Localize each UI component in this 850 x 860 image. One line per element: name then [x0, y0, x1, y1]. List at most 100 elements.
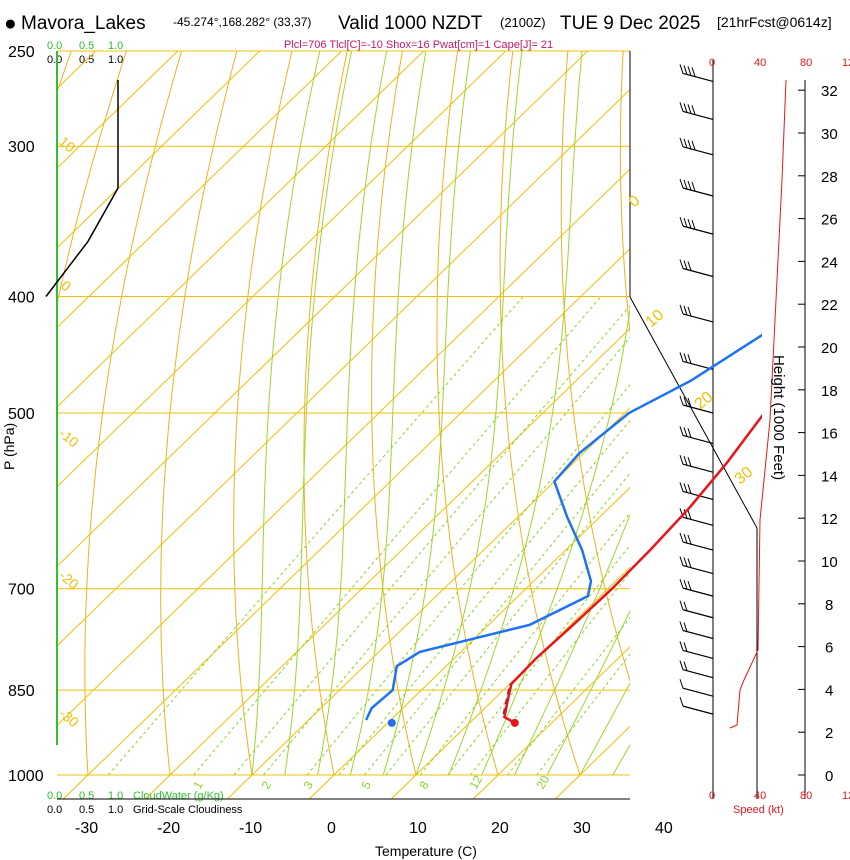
sounding-traces — [364, 333, 762, 727]
utc-time: (2100Z) — [500, 15, 546, 30]
wind-barb — [679, 621, 714, 640]
wind-barb-staff — [682, 187, 714, 197]
height-tick: 22 — [821, 297, 838, 314]
isotherms — [57, 51, 850, 799]
wind-barb — [679, 578, 714, 597]
adiabat-label: 10 — [56, 133, 78, 155]
wind-barb — [679, 532, 714, 551]
wind-barb-flag — [683, 622, 688, 632]
wind-barb — [679, 660, 714, 679]
speed-tick-bottom: 120 — [842, 790, 850, 802]
wind-barb-staff — [682, 434, 714, 445]
isotherm-line — [744, 51, 850, 775]
wind-barb — [679, 395, 714, 414]
height-tick: 32 — [821, 83, 838, 100]
mixing-ratio-label: 8 — [416, 778, 432, 791]
wind-barb-flag — [687, 66, 692, 76]
temperature-tick: 40 — [655, 820, 673, 837]
wind-barb-staff — [682, 669, 714, 679]
wind-barb-staff — [682, 629, 714, 640]
wind-barb-flag — [687, 354, 692, 364]
height-tick: 4 — [825, 682, 833, 699]
wind-barb-flag — [683, 642, 688, 652]
wind-barb-staff — [682, 404, 714, 414]
height-tick: 10 — [821, 554, 838, 571]
cw-tick-bottom-1: 0.5 — [79, 790, 94, 802]
dry-adiabats — [57, 51, 630, 776]
cw-tick-top-0: 0.0 — [47, 40, 62, 52]
isotherm-line — [497, 646, 630, 776]
wind-barb-flag — [687, 534, 692, 545]
wind-barb-flag — [683, 456, 688, 466]
wind-barb — [679, 178, 714, 197]
temperature-tick: 30 — [573, 820, 591, 837]
isotherm-line-ext — [144, 774, 171, 799]
wind-barb-flag — [679, 578, 684, 589]
moist-adiabat-line — [579, 682, 630, 776]
wind-barb — [679, 696, 714, 715]
mixing-ratio-label: 3 — [300, 778, 316, 791]
wind-barb-flag — [679, 679, 684, 689]
moist-adiabat-line — [546, 609, 630, 776]
valid-time: Valid 1000 NZDT — [338, 13, 483, 34]
wind-barb — [679, 304, 714, 323]
pressure-tick: 850 — [8, 683, 35, 700]
wind-barb-flag — [679, 178, 684, 189]
wind-barb-flag — [679, 426, 684, 436]
wind-barb-staff — [682, 313, 714, 323]
pressure-tick: 700 — [8, 582, 35, 599]
parcel-trace — [502, 683, 511, 715]
wind-speed-trace — [729, 79, 787, 729]
isotherm-line-ext — [637, 775, 662, 799]
moist-adiabat-line — [481, 306, 630, 776]
pressure-tick: 400 — [8, 289, 35, 306]
wind-barb-flag — [679, 660, 684, 670]
isotherm-line — [333, 486, 630, 776]
wind-barb — [679, 455, 714, 473]
height-tick: 6 — [825, 640, 833, 657]
wind-barb-flag — [683, 103, 688, 113]
wind-barb-staff — [682, 72, 714, 83]
wind-barb-flag — [679, 455, 684, 465]
wind-barb-flag — [687, 558, 692, 568]
cloud-profiles — [45, 51, 119, 745]
wind-barb-flag — [691, 67, 696, 77]
wind-barb — [679, 352, 714, 371]
wind-barb-flag — [679, 600, 684, 610]
speed-axis-title: Speed (kt) — [733, 804, 784, 816]
cl-tick-top-0: 0.0 — [47, 54, 62, 66]
mixing-ratio-label: 2 — [258, 778, 274, 791]
temperature-tick: -20 — [157, 820, 180, 837]
wind-barb-flag — [679, 641, 684, 651]
wind-barb-flag — [679, 395, 684, 406]
wind-barb-flag — [683, 138, 688, 149]
wind-barb-flag — [683, 305, 688, 316]
wind-barb — [679, 259, 714, 278]
isotherm-line-ext — [308, 774, 335, 799]
dewpoint-trace — [364, 333, 762, 721]
speed-tick-bottom: 0 — [709, 790, 715, 802]
isotherm-line — [662, 51, 850, 775]
mixing-ratio-line — [419, 512, 630, 776]
dry-adiabat-line — [160, 51, 238, 776]
wind-barb — [679, 102, 714, 121]
wind-barb-staff — [682, 565, 714, 575]
isotherm-line — [57, 51, 261, 249]
wind-barb-flag — [691, 181, 696, 192]
wind-barb — [679, 482, 714, 501]
wind-barb-flag — [679, 532, 684, 543]
moist-adiabat-line — [349, 51, 427, 776]
isotherm-line-ext — [554, 774, 581, 799]
wind-barb-flag — [679, 216, 684, 227]
moist-adiabat-line — [415, 51, 523, 776]
mixing-ratio-line — [263, 336, 630, 776]
wind-barb-flag — [691, 219, 696, 230]
wind-barb-flag — [683, 217, 688, 228]
wind-barb-flag — [687, 306, 692, 317]
valid-date: TUE 9 Dec 2025 — [560, 13, 700, 34]
moist-adiabat-line — [382, 51, 471, 776]
wind-barb-flag — [687, 104, 692, 114]
temperature-tick: 0 — [327, 820, 336, 837]
wind-barb-staff — [682, 649, 714, 660]
